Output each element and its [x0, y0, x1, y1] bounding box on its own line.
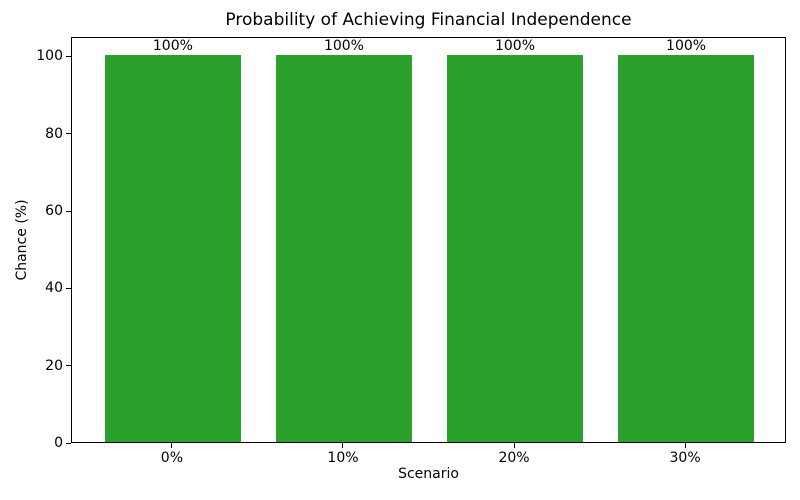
bar-value-label: 100% [666, 38, 707, 55]
y-tick-label: 20 [45, 357, 63, 374]
bar [617, 55, 755, 442]
plot-area: 100% 100% 100% 100% [71, 37, 786, 443]
y-tick-label: 0 [54, 435, 63, 451]
bar-value-label: 100% [152, 38, 193, 55]
chart-title: Probability of Achieving Financial Indep… [225, 10, 632, 30]
x-tick-mark [513, 443, 515, 448]
x-tick-label: 30% [669, 450, 701, 466]
y-tick-mark [66, 442, 71, 444]
y-tick-label: 60 [45, 203, 63, 219]
bar [275, 55, 413, 442]
y-tick-mark [66, 365, 71, 367]
x-axis-label: Scenario [398, 466, 459, 482]
x-tick-label: 20% [498, 450, 530, 466]
bar [104, 55, 242, 442]
y-tick-mark [66, 287, 71, 289]
bar [446, 55, 584, 442]
bar-value-label: 100% [323, 38, 364, 55]
x-tick-label: 0% [160, 450, 184, 466]
y-tick-mark [66, 133, 71, 135]
y-tick-mark [66, 55, 71, 57]
y-tick-label: 80 [45, 125, 63, 142]
x-tick-mark [171, 443, 173, 448]
x-tick-mark [684, 443, 686, 448]
bar-value-label: 100% [494, 38, 536, 55]
y-tick-mark [66, 210, 71, 212]
x-tick-mark [342, 443, 344, 448]
y-tick-label: 100 [36, 48, 63, 65]
x-tick-label: 10% [327, 450, 359, 466]
y-tick-label: 40 [45, 280, 63, 297]
